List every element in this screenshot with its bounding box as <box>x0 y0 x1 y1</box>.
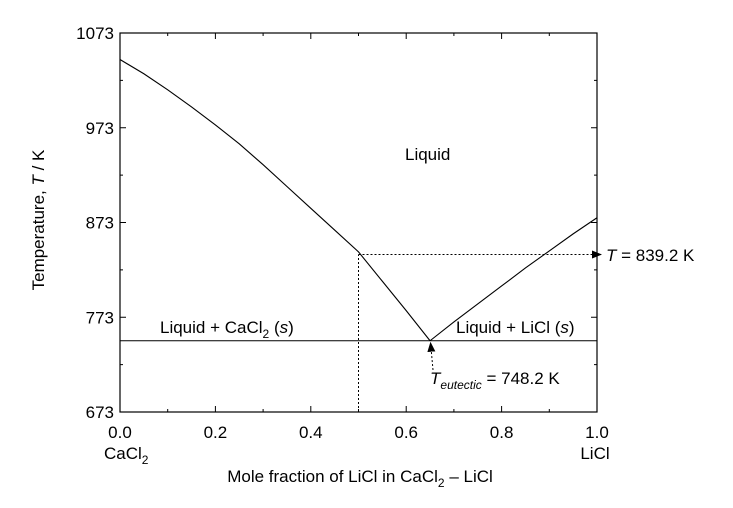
x-end-label-right: LiCl <box>580 444 609 463</box>
x-tick-label: 0.2 <box>204 423 228 442</box>
temperature-annotation: T = 839.2 K <box>606 246 695 265</box>
x-tick-label: 0.6 <box>394 423 418 442</box>
liquidus-cacl2-curve <box>119 59 431 342</box>
region-label-liquid: Liquid <box>405 145 450 164</box>
region-label-liquid-licl: Liquid + LiCl (s) <box>456 318 575 337</box>
x-end-label-left: CaCl2 <box>104 444 149 467</box>
y-axis-label: Temperature, T / K <box>29 149 48 290</box>
x-tick-label: 0.8 <box>490 423 514 442</box>
eutectic-annotation: Teutectic = 748.2 K <box>430 369 560 392</box>
x-axis-label: Mole fraction of LiCl in CaCl2 – LiCl <box>227 467 493 490</box>
y-tick-label: 873 <box>86 214 114 233</box>
liquidus-licl-curve <box>429 217 598 342</box>
y-tick-label: 673 <box>86 403 114 422</box>
y-tick-label: 973 <box>86 119 114 138</box>
plot-layer: 0.0 0.2 0.4 0.6 0.8 1.0 673 773 873 973 1073 <box>76 24 609 442</box>
x-tick-label: 0.0 <box>108 423 132 442</box>
region-label-liquid-cacl2: Liquid + CaCl2 (s) <box>160 318 294 341</box>
x-tick-label: 0.4 <box>299 423 323 442</box>
y-tick-label: 1073 <box>76 24 114 43</box>
eutectic-arrow <box>427 341 436 371</box>
x-tick-label: 1.0 <box>585 423 609 442</box>
y-tick-label: 773 <box>86 308 114 327</box>
